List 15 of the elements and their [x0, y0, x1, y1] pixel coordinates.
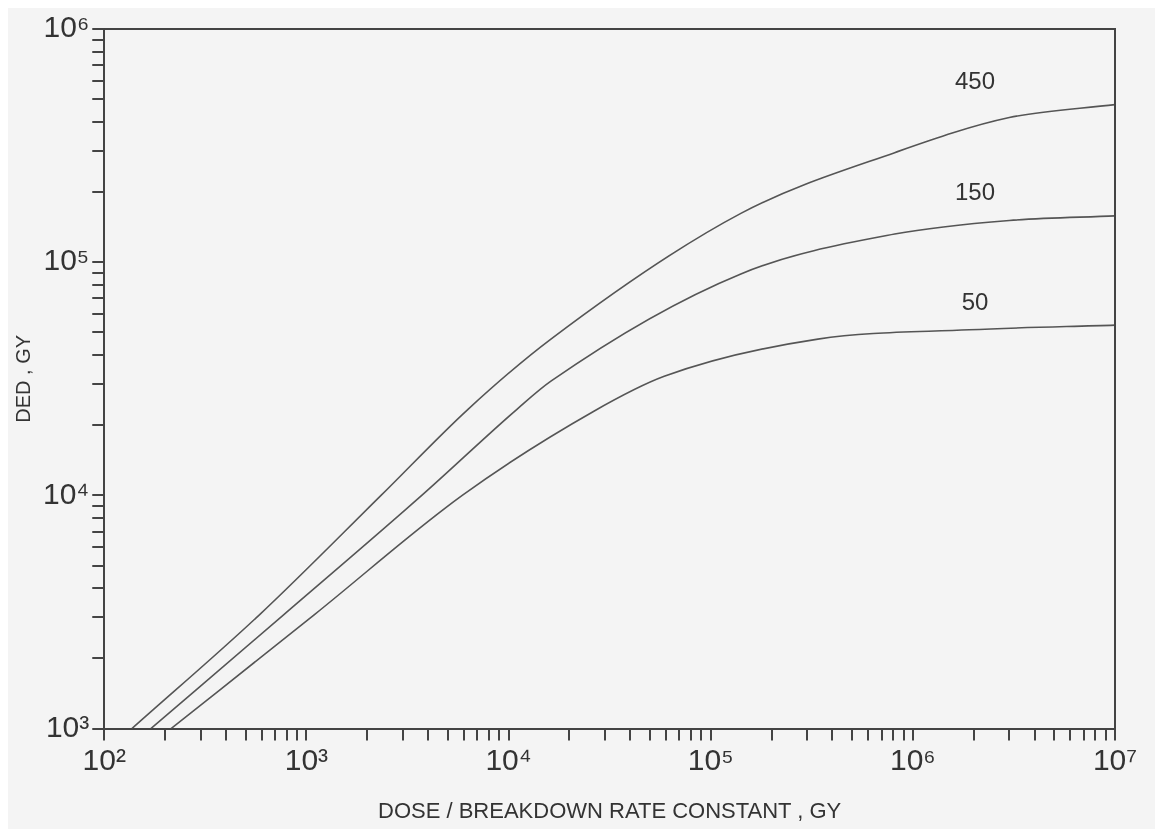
series-label: 450: [954, 67, 996, 95]
series-label: 150: [954, 178, 996, 206]
x-axis-title: DOSE / BREAKDOWN RATE CONSTANT , GY: [377, 797, 842, 823]
series-label: 50: [961, 287, 989, 315]
x-tick-label: 10³: [284, 742, 329, 776]
x-tick-label: 10⁶: [889, 742, 936, 776]
y-tick-label: 10⁴: [42, 476, 90, 510]
y-tick-label: 10⁶: [43, 10, 90, 44]
x-tick-label: 10²: [82, 742, 126, 776]
y-tick-label: 10³: [45, 709, 90, 743]
x-tick-label: 10⁴: [485, 742, 532, 776]
y-axis-title: DED , GY: [11, 334, 34, 423]
y-tick-label: 10⁵: [43, 243, 90, 277]
x-tick-label: 10⁷: [1092, 742, 1138, 776]
x-tick-label: 10⁵: [687, 742, 734, 776]
